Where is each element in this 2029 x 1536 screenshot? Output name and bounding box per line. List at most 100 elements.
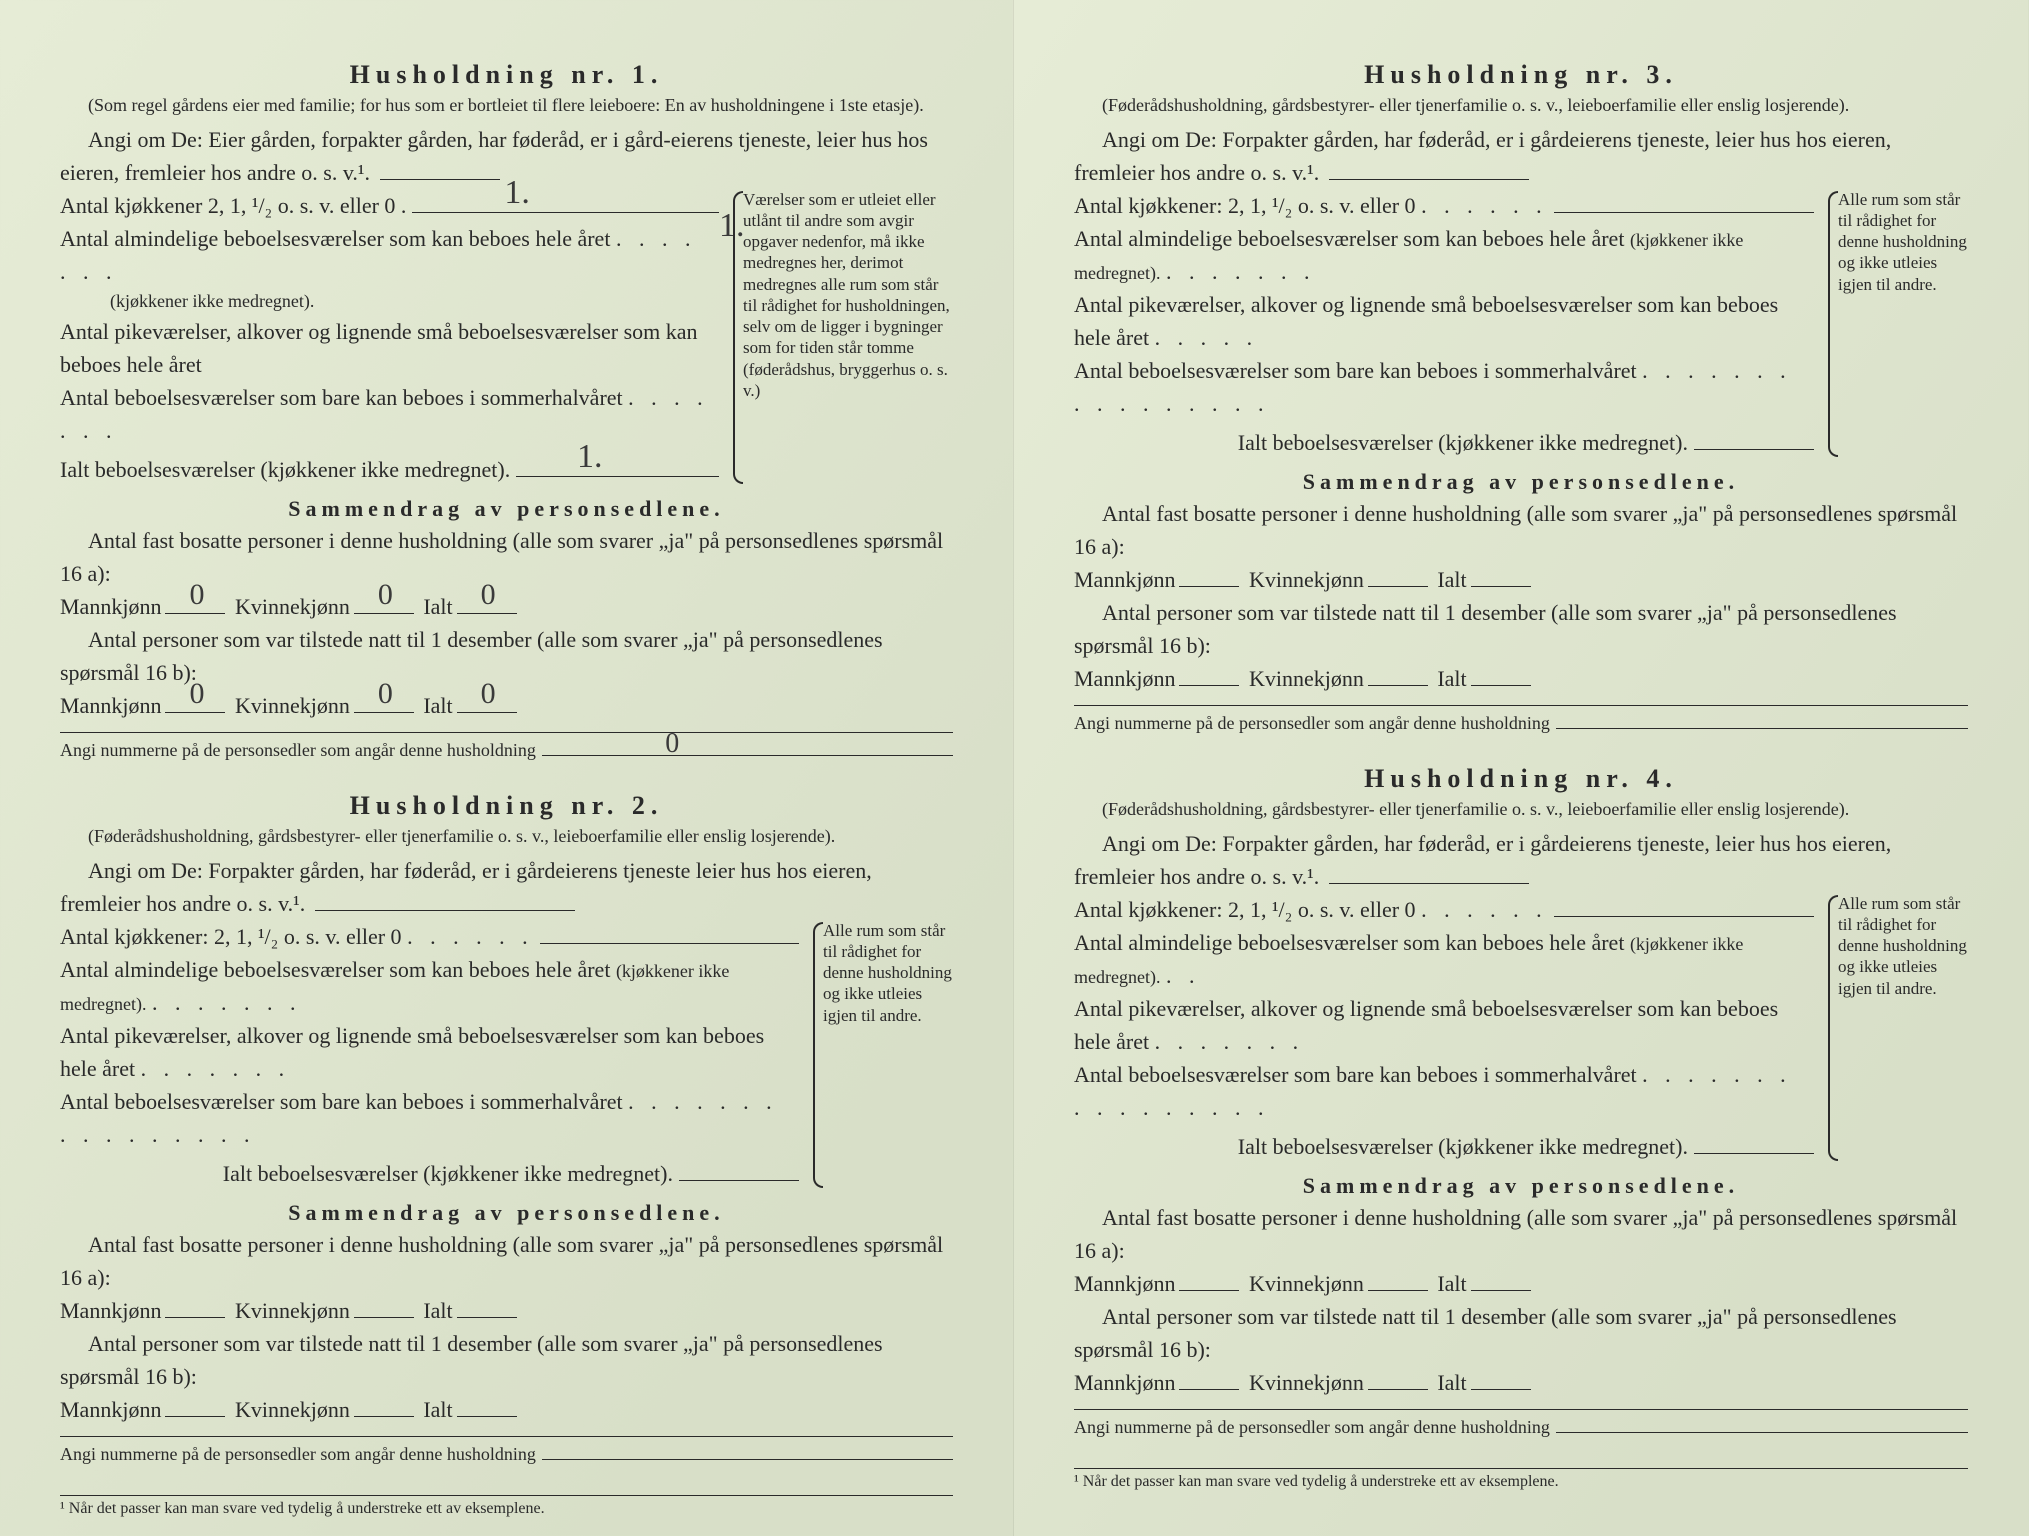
mann-b-blank-2[interactable] xyxy=(165,1394,225,1417)
rooms1-label: Antal almindelige beboelsesværelser som … xyxy=(60,226,610,251)
angi-blank-4[interactable] xyxy=(1329,861,1529,884)
sammendrag-title-4: Sammendrag av personsedlene. xyxy=(1074,1173,1968,1199)
rooms3-row-2: Antal beboelsesværelser som bare kan beb… xyxy=(60,1085,799,1151)
rooms1-row-3: Antal almindelige beboelsesværelser som … xyxy=(1074,222,1814,288)
household-2-title: Husholdning nr. 2. xyxy=(60,791,953,821)
kvinne-b-blank-4[interactable] xyxy=(1368,1367,1428,1390)
kitchens-row-3: Antal kjøkkener: 2, 1, ¹/₂ o. s. v. elle… xyxy=(1074,189,1814,222)
household-3-title: Husholdning nr. 3. xyxy=(1074,60,1968,90)
tilstede-3: Antal personer som var tilstede natt til… xyxy=(1074,596,1968,695)
brace-icon xyxy=(1822,893,1836,1163)
brace-icon xyxy=(807,920,821,1190)
ialt-row-2: Ialt beboelsesværelser (kjøkkener ikke m… xyxy=(60,1157,799,1190)
rooms3-row: Antal beboelsesværelser som bare kan beb… xyxy=(60,381,719,447)
kitchens-blank-4[interactable] xyxy=(1554,894,1814,917)
ialt-row-4: Ialt beboelsesværelser (kjøkkener ikke m… xyxy=(1074,1130,1814,1163)
kitchens-blank-3[interactable] xyxy=(1554,190,1814,213)
angi-blank-3[interactable] xyxy=(1329,157,1529,180)
angi-num-blank-4[interactable] xyxy=(1556,1414,1968,1433)
ialt-blank-3[interactable] xyxy=(1694,427,1814,450)
household-4-intro: (Føderådshusholdning, gårdsbestyrer- ell… xyxy=(1074,798,1968,821)
fast-bosatte-1: Antal fast bosatte personer i denne hush… xyxy=(60,524,953,623)
sammendrag-title-2: Sammendrag av personsedlene. xyxy=(60,1200,953,1226)
kitchens-blank[interactable]: 1. xyxy=(412,190,719,213)
mann-a-blank-3[interactable] xyxy=(1179,564,1239,587)
ialt-a-blank-2[interactable] xyxy=(457,1295,517,1318)
rooms1-row-4: Antal almindelige beboelsesværelser som … xyxy=(1074,926,1814,992)
brace-icon xyxy=(1822,189,1836,459)
divider xyxy=(60,732,953,733)
household-2-intro: (Føderådshusholdning, gårdsbestyrer- ell… xyxy=(60,825,953,848)
household-4: Husholdning nr. 4. (Føderådshusholdning,… xyxy=(1074,764,1968,1438)
mann-b-blank-3[interactable] xyxy=(1179,663,1239,686)
angi-blank[interactable] xyxy=(380,157,500,180)
mann-a-blank[interactable]: 0 xyxy=(165,591,225,614)
rooms2-row-3: Antal pikeværelser, alkover og lignende … xyxy=(1074,288,1814,354)
kvinne-a-blank-2[interactable] xyxy=(354,1295,414,1318)
ialt-row: Ialt beboelsesværelser (kjøkkener ikke m… xyxy=(60,453,719,486)
household-3-intro: (Føderådshusholdning, gårdsbestyrer- ell… xyxy=(1074,94,1968,117)
household-3: Husholdning nr. 3. (Føderådshusholdning,… xyxy=(1074,60,1968,734)
kvinne-a-blank-4[interactable] xyxy=(1368,1268,1428,1291)
ialt-blank[interactable]: 1. xyxy=(516,454,719,477)
rooms3-row-4: Antal beboelsesværelser som bare kan beb… xyxy=(1074,1058,1814,1124)
kitchens-row: Antal kjøkkener 2, 1, ¹/₂ o. s. v. eller… xyxy=(60,189,719,222)
rooms1-sub: (kjøkkener ikke medregnet). xyxy=(60,288,719,315)
mann-b-blank[interactable]: 0 xyxy=(165,690,225,713)
sammendrag-title-1: Sammendrag av personsedlene. xyxy=(60,496,953,522)
mann-a-blank-4[interactable] xyxy=(1179,1268,1239,1291)
sidenote-4: Alle rum som står til rådighet for denne… xyxy=(1824,893,1968,1163)
rooms2-label: Antal pikeværelser, alkover og lignende … xyxy=(60,315,713,381)
ialt-a-blank-3[interactable] xyxy=(1471,564,1531,587)
ialt-b-blank-2[interactable] xyxy=(457,1394,517,1417)
tilstede-2: Antal personer som var tilstede natt til… xyxy=(60,1327,953,1426)
sammendrag-title-3: Sammendrag av personsedlene. xyxy=(1074,469,1968,495)
household-4-title: Husholdning nr. 4. xyxy=(1074,764,1968,794)
household-2-rooms-block: Antal kjøkkener: 2, 1, ¹/₂ o. s. v. elle… xyxy=(60,920,953,1190)
angi-num-blank-3[interactable] xyxy=(1556,710,1968,729)
angi-nummerne-3: Angi nummerne på de personsedler som ang… xyxy=(1074,710,1968,735)
ialt-blank-4[interactable] xyxy=(1694,1131,1814,1154)
household-2: Husholdning nr. 2. (Føderådshusholdning,… xyxy=(60,791,953,1465)
household-1: Husholdning nr. 1. (Som regel gårdens ei… xyxy=(60,60,953,761)
household-1-title: Husholdning nr. 1. xyxy=(60,60,953,90)
kitchens-value: 1. xyxy=(504,167,530,218)
kvinne-b-blank-2[interactable] xyxy=(354,1394,414,1417)
rooms2-row: Antal pikeværelser, alkover og lignende … xyxy=(60,315,719,381)
rooms3-row-3: Antal beboelsesværelser som bare kan beb… xyxy=(1074,354,1814,420)
ialt-value: 1. xyxy=(577,431,603,482)
sidenote-2: Alle rum som står til rådighet for denne… xyxy=(809,920,953,1190)
kitchens-row-2: Antal kjøkkener: 2, 1, ¹/₂ o. s. v. elle… xyxy=(60,920,799,953)
kitchens-row-4: Antal kjøkkener: 2, 1, ¹/₂ o. s. v. elle… xyxy=(1074,893,1814,926)
ialt-a-blank[interactable]: 0 xyxy=(457,591,517,614)
ialt-b-blank[interactable]: 0 xyxy=(457,690,517,713)
kvinne-a-blank-3[interactable] xyxy=(1368,564,1428,587)
ialt-blank-2[interactable] xyxy=(679,1158,799,1181)
rooms2-row-2: Antal pikeværelser, alkover og lignende … xyxy=(60,1019,799,1085)
angi-num-blank-2[interactable] xyxy=(542,1441,953,1460)
household-4-angi: Angi om De: Forpakter gården, har føderå… xyxy=(1074,827,1968,893)
mann-b-blank-4[interactable] xyxy=(1179,1367,1239,1390)
angi-num-blank[interactable]: 0 xyxy=(542,737,953,756)
mann-a-blank-2[interactable] xyxy=(165,1295,225,1318)
household-3-rooms-block: Antal kjøkkener: 2, 1, ¹/₂ o. s. v. elle… xyxy=(1074,189,1968,459)
ialt-b-blank-3[interactable] xyxy=(1471,663,1531,686)
household-3-angi: Angi om De: Forpakter gården, har føderå… xyxy=(1074,123,1968,189)
brace-icon xyxy=(727,189,741,486)
kvinne-b-blank[interactable]: 0 xyxy=(354,690,414,713)
angi-prefix: Angi om De: xyxy=(88,127,203,152)
angi-blank-2[interactable] xyxy=(315,888,575,911)
kvinne-b-blank-3[interactable] xyxy=(1368,663,1428,686)
ialt-a-blank-4[interactable] xyxy=(1471,1268,1531,1291)
right-page: Husholdning nr. 3. (Føderådshusholdning,… xyxy=(1014,0,2028,1536)
ialt-b-blank-4[interactable] xyxy=(1471,1367,1531,1390)
kvinne-a-blank[interactable]: 0 xyxy=(354,591,414,614)
tilstede-1: Antal personer som var tilstede natt til… xyxy=(60,623,953,722)
fast-bosatte-3: Antal fast bosatte personer i denne hush… xyxy=(1074,497,1968,596)
divider xyxy=(1074,1409,1968,1410)
footnote-divider xyxy=(60,1495,953,1496)
sidenote-3: Alle rum som står til rådighet for denne… xyxy=(1824,189,1968,459)
kitchens-blank-2[interactable] xyxy=(540,921,799,944)
divider xyxy=(1074,705,1968,706)
kitchens-label: Antal kjøkkener 2, 1, ¹/₂ o. s. v. eller… xyxy=(60,189,406,222)
